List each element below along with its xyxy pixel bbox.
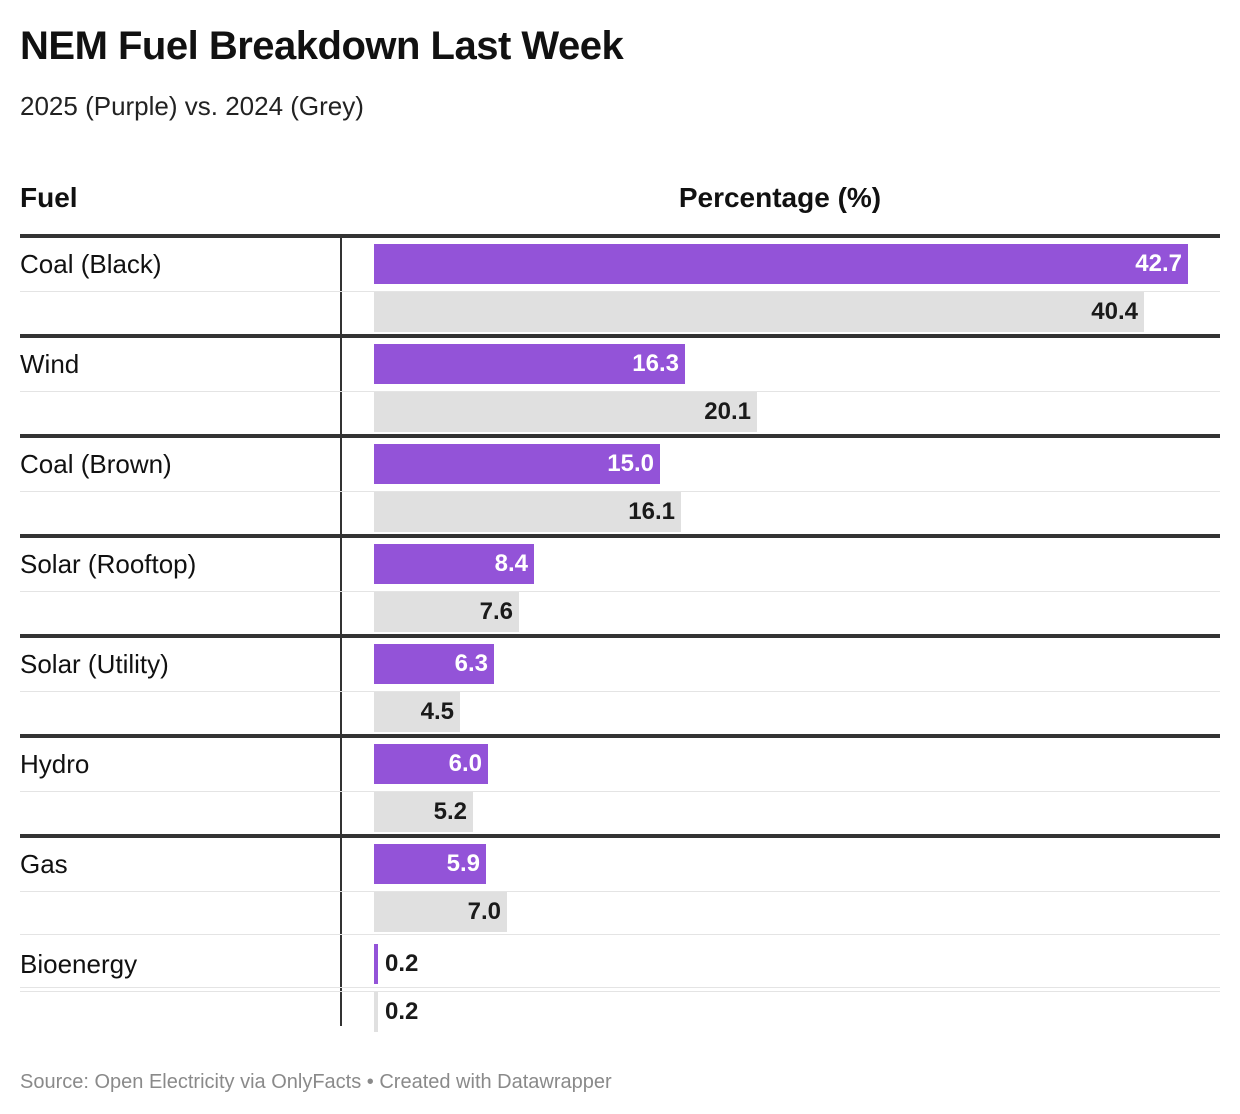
bar-coal-brown-2025 — [374, 444, 660, 484]
category-label-solar-rooftop: Solar (Rooftop) — [20, 549, 197, 579]
group-separator — [20, 987, 1220, 988]
bar-wind-2025 — [374, 344, 685, 384]
value-label-gas-2025: 5.9 — [446, 850, 480, 877]
category-label-gas: Gas — [20, 849, 68, 879]
bar-gas-2024 — [374, 892, 507, 932]
bar-coal-black-2024 — [374, 292, 1144, 332]
row-separator — [20, 491, 1220, 492]
value-label-solar-rooftop-2024: 7.6 — [479, 598, 513, 625]
value-label-coal-black-2025: 42.7 — [1135, 250, 1182, 277]
bar-coal-black-2025 — [374, 244, 1188, 284]
category-label-hydro: Hydro — [20, 749, 90, 779]
group-separator — [20, 334, 1220, 338]
column-divider — [340, 234, 342, 1026]
category-label-coal-black: Coal (Black) — [20, 249, 162, 279]
bar-coal-brown-2024 — [374, 492, 681, 532]
value-label-hydro-2024: 5.2 — [433, 798, 467, 825]
bar-hydro-2024 — [374, 792, 473, 832]
group-separator — [20, 934, 1220, 935]
value-label-solar-utility-2024: 4.5 — [420, 698, 454, 725]
row-separator — [20, 591, 1220, 592]
value-label-coal-brown-2024: 16.1 — [628, 498, 675, 525]
chart-subtitle: 2025 (Purple) vs. 2024 (Grey) — [20, 91, 364, 121]
value-label-coal-brown-2025: 15.0 — [607, 450, 654, 477]
value-label-wind-2025: 16.3 — [632, 350, 679, 377]
bar-wind-2024 — [374, 392, 757, 432]
bar-solar-utility-2024 — [374, 692, 460, 732]
value-label-bioenergy-2024: 0.2 — [385, 998, 419, 1025]
category-label-solar-utility: Solar (Utility) — [20, 649, 169, 679]
bar-solar-rooftop-2024 — [374, 592, 519, 632]
row-separator — [20, 891, 1220, 892]
bar-solar-utility-2025 — [374, 644, 494, 684]
category-label-coal-brown: Coal (Brown) — [20, 449, 172, 479]
value-label-solar-rooftop-2025: 8.4 — [494, 550, 528, 577]
chart-title: NEM Fuel Breakdown Last Week — [20, 24, 624, 68]
column-header-percentage: Percentage (%) — [678, 182, 882, 213]
bar-bioenergy-2025 — [374, 944, 378, 984]
row-separator — [20, 791, 1220, 792]
chart-footer-source: Source: Open Electricity via OnlyFacts •… — [20, 1071, 612, 1093]
group-separator — [20, 634, 1220, 638]
group-separator — [20, 834, 1220, 838]
category-label-bioenergy: Bioenergy — [20, 949, 138, 979]
row-separator — [20, 691, 1220, 692]
value-label-wind-2024: 20.1 — [704, 398, 751, 425]
group-separator — [20, 734, 1220, 738]
value-label-hydro-2025: 6.0 — [448, 750, 482, 777]
column-header-fuel: Fuel — [20, 182, 78, 213]
row-separator — [20, 991, 1220, 992]
category-label-wind: Wind — [20, 349, 80, 379]
group-separator — [20, 534, 1220, 538]
group-separator — [20, 234, 1220, 238]
bar-solar-rooftop-2025 — [374, 544, 534, 584]
value-label-coal-black-2024: 40.4 — [1091, 298, 1138, 325]
group-separator — [20, 434, 1220, 438]
value-label-bioenergy-2025: 0.2 — [385, 950, 419, 977]
bar-gas-2025 — [374, 844, 486, 884]
bar-bioenergy-2024 — [374, 992, 378, 1032]
row-separator — [20, 391, 1220, 392]
row-separator — [20, 291, 1220, 292]
bar-hydro-2025 — [374, 744, 488, 784]
value-label-solar-utility-2025: 6.3 — [454, 650, 488, 677]
value-label-gas-2024: 7.0 — [467, 898, 501, 925]
